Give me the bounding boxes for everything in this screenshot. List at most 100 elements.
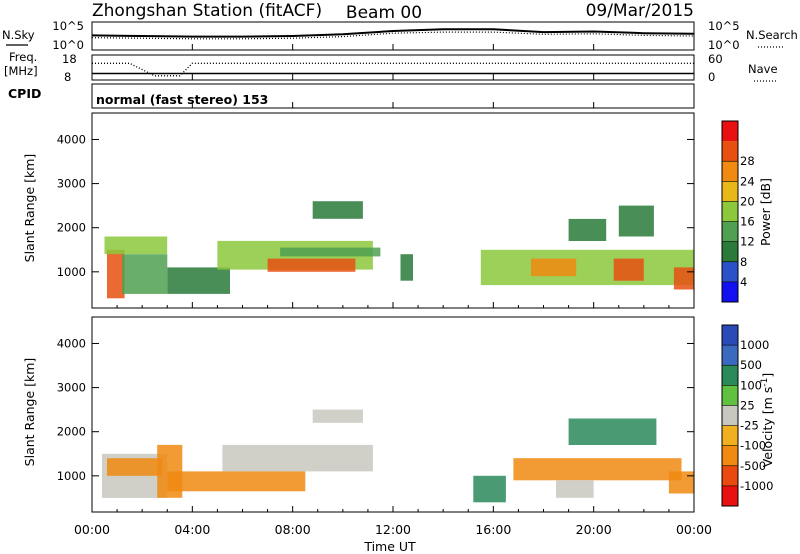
scatter-region-5 [267,258,356,272]
time-xaxis: 00:00 04:00 08:00 12:00 16:00 20:00 00:00 [74,44,712,537]
freq-panel: Freq. [MHz] 18 8 60 0 Nave [4,50,778,84]
xtick-label: 00:00 [74,522,110,537]
xtick-label: 20:00 [576,522,612,537]
scatter-region-8 [400,254,413,281]
velocity-colorbar-label-main: Velocity [m s [760,387,775,468]
xaxis-label: Time UT [363,539,416,554]
colorbar-swatch [722,445,738,466]
colorbar-tick-label: -500 [740,459,766,473]
colorbar-tick-label: 500 [740,358,762,372]
cpid-panel: CPID normal (fast stereo) 153 [8,83,695,109]
colorbar-swatch [722,181,738,202]
scatter-region-0 [107,249,125,299]
scatter-region-2 [122,254,168,294]
power-colorbar-label: Power [dB] [758,178,773,246]
ytick-label: 2000 [57,425,86,439]
nave-series-line [92,62,694,77]
colorbar-tick-label: -25 [740,419,759,433]
colorbar-frame [721,120,739,303]
ytick-label: 4000 [57,336,86,350]
xtick-label: 04:00 [174,522,210,537]
power-yaxis: 1000 2000 3000 4000 [57,132,694,279]
nsearch-axis-lo: 10^0 [708,38,740,52]
ytick-label: 2000 [57,221,86,235]
nsky-axis-hi: 10^5 [52,19,84,33]
ytick-label: 3000 [57,381,86,395]
colorbar-swatch [722,425,738,446]
freq-axis-lo: 8 [64,70,71,84]
colorbar-swatch [722,345,738,366]
scatter-region-13 [618,205,654,237]
colorbar-swatch [722,365,738,386]
scatter-region-5 [312,409,363,423]
colorbar-tick-label: 25 [740,398,755,412]
velocity-yaxis: 1000 2000 3000 4000 [57,336,694,483]
nsearch-label: N.Search [746,28,798,42]
scatter-region-4 [167,471,306,492]
colorbar-swatch [722,261,738,282]
scatter-region-7 [513,458,682,481]
colorbar-swatch [722,281,738,302]
colorbar-swatch [722,405,738,426]
scatter-region-14 [673,267,694,290]
nave-axis-lo: 0 [708,70,715,84]
xtick-label: 00:00 [676,522,712,537]
cpid-text: normal (fast stereo) 153 [96,92,268,107]
colorbar-tick-label: -100 [740,439,766,453]
nsky-series-line [91,28,695,38]
scatter-region-1 [104,236,168,255]
colorbar-tick-label: 4 [740,275,747,289]
scatter-region-8 [556,480,594,498]
scatter-region-10 [668,471,694,494]
colorbar-tick-label: -1000 [740,479,773,493]
scatter-region-1 [107,458,163,476]
nsearch-series-line [91,31,695,40]
colorbar-swatch [722,485,738,506]
colorbar-tick-label: 28 [740,154,755,168]
scatter-region-9 [480,249,694,286]
colorbar-swatch [722,325,738,346]
power-ylabel: Slant Range [km] [22,154,37,263]
date-label: 09/Mar/2015 [586,1,694,21]
velocity-colorbar [721,324,739,507]
xtick-label: 08:00 [275,522,311,537]
scatter-region-12 [568,218,607,241]
colorbar-swatch [722,121,738,142]
power-heatmap [104,201,694,299]
colorbar-swatch [722,141,738,162]
scatter-region-10 [531,258,577,277]
velocity-panel: 1000 2000 3000 4000 Slant Range [km] Veloci… [22,316,775,513]
scatter-region-6 [280,247,381,257]
colorbar-frame [721,324,739,507]
station-title: Zhongshan Station (fitACF) [92,1,322,21]
colorbar-tick-label: 12 [740,235,755,249]
colorbar-tick-label: 20 [740,194,755,208]
colorbar-swatch [722,385,738,406]
velocity-heatmap [102,409,694,503]
colorbar-swatch [722,241,738,262]
nave-axis-hi: 60 [708,52,723,66]
colorbar-tick-label: 16 [740,215,755,229]
power-colorbar [721,120,739,303]
cpid-label: CPID [8,86,41,101]
colorbar-tick-label: 8 [740,255,747,269]
beam-label: Beam 00 [346,3,422,23]
freq-label: Freq. [9,50,37,64]
ytick-label: 4000 [57,132,86,146]
xtick-label: 12:00 [375,522,411,537]
colorbar-swatch [722,465,738,486]
colorbar-tick-label: 24 [740,174,755,188]
scatter-region-3 [167,267,230,294]
velocity-colorbar-label-close: ] [760,373,775,378]
nave-label: Nave [748,62,778,76]
nsky-panel: N.Sky 10^5 10^0 10^5 10^0 N.Search [2,19,798,52]
colorbar-swatch [722,221,738,242]
velocity-ylabel: Slant Range [km] [22,358,37,467]
freq-unit: [MHz] [4,64,38,78]
scatter-region-7 [312,201,363,219]
colorbar-tick-label: 1000 [740,338,769,352]
scatter-region-3 [222,444,373,472]
velocity-colorbar-label-sup: -1 [760,378,770,387]
nsky-label: N.Sky [2,28,35,42]
